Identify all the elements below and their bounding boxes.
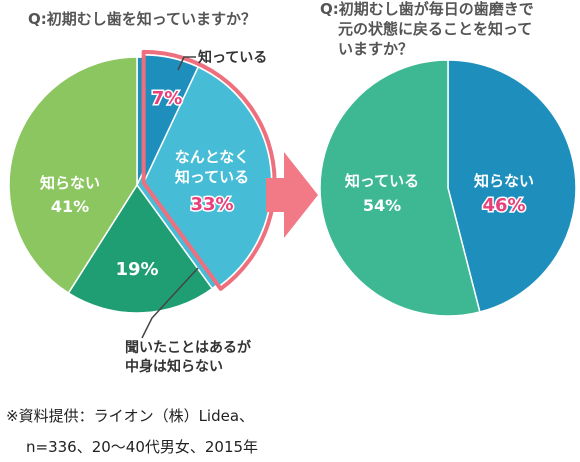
pie-right-slice-1: [319, 59, 481, 317]
label-dont-know-right: 知らない: [474, 172, 534, 190]
source-note-line2: n=336、20〜40代男女、2015年: [26, 438, 259, 456]
pie-left-slice-3: [8, 56, 138, 295]
slice-labels: 知っている7%なんとなく知っている33%19%聞いたことはあるが中身は知らない知…: [40, 49, 534, 375]
pie-left-slice-2: [67, 183, 214, 314]
pie-right-slice-0: [447, 59, 577, 313]
source-note-line1: ※資料提供：ライオン（株）Lidea、: [6, 407, 255, 425]
value-somewhat-know: 33%: [189, 193, 235, 217]
label-dont-know-left: 知らない: [40, 174, 100, 192]
label-know-right: 知っている: [345, 172, 419, 190]
arrow-icon: [266, 152, 318, 238]
value-dont-know-left-line-0: 41%: [51, 197, 89, 216]
label-somewhat-know-line-0: なんとなく: [175, 148, 250, 166]
chart-left: Q:初期むし歯を知っていますか？: [8, 10, 277, 339]
label-dont-know-right-line-0: 知らない: [474, 172, 534, 190]
chart-right-pie: [319, 59, 577, 317]
leader-line-know: [177, 56, 196, 71]
value-dont-know-right: 46%: [481, 194, 527, 218]
chart-right-title-line-1: 元の状態に戻ることを知って: [338, 20, 532, 38]
label-heard-line-0: 聞いたことはあるが: [125, 339, 252, 356]
label-know-right-line-0: 知っている: [345, 172, 419, 190]
label-know-line-0: 知っている: [198, 49, 267, 66]
chart-left-title: Q:初期むし歯を知っていますか？: [28, 10, 256, 28]
value-somewhat-know-line-0: 33%: [190, 194, 233, 215]
value-know-right-line-0: 54%: [363, 196, 401, 215]
value-know-right: 54%: [363, 196, 401, 215]
pie-left-highlight-outline: [141, 49, 277, 291]
leader-line-unknown-content: [141, 267, 199, 339]
value-dont-know-right-line-0: 46%: [482, 195, 525, 216]
pie-left-highlight: [141, 49, 277, 291]
label-dont-know-left-line-0: 知らない: [40, 174, 100, 192]
value-heard-line-0: 19%: [115, 259, 158, 280]
value-know-line-0: 7%: [152, 88, 183, 109]
label-heard-line-1: 中身は知らない: [125, 358, 223, 375]
value-heard: 19%: [115, 259, 158, 280]
chart-right-title-line-2: いますか？: [338, 40, 413, 58]
label-somewhat-know-line-1: 知っている: [175, 168, 249, 186]
chart-right-title-line-0: Q:初期むし歯が毎日の歯磨きで: [320, 0, 534, 18]
chart-left-pie: [8, 49, 277, 314]
value-dont-know-left: 41%: [51, 197, 89, 216]
pie-left-highlight-slice-1: [142, 66, 273, 288]
value-know: 7%: [150, 87, 184, 111]
label-know: 知っている: [198, 49, 267, 66]
